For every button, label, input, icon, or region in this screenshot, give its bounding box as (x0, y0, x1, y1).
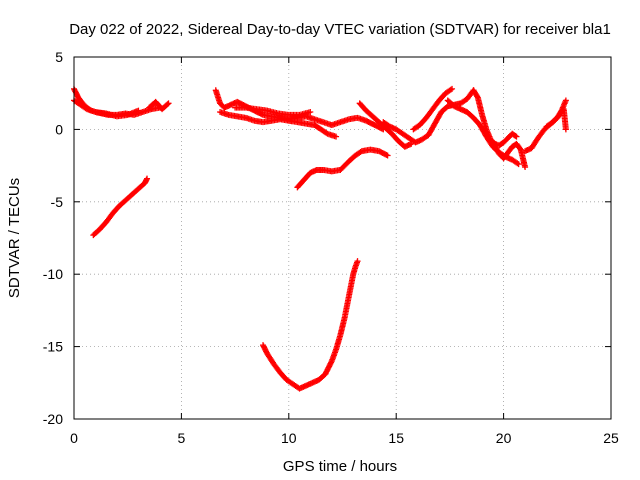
data-point (164, 101, 171, 108)
data-point (307, 109, 314, 116)
data-point (384, 152, 391, 159)
series-track-k (380, 87, 477, 146)
series-track-q (543, 106, 569, 133)
series-track-i (294, 146, 391, 191)
series-track-l (410, 85, 456, 133)
x-tick-label: 5 (178, 430, 186, 446)
data-point (562, 126, 569, 133)
data-point (333, 133, 340, 140)
plot-frame (73, 56, 612, 420)
x-tick-label: 25 (603, 430, 619, 446)
series-track-f (217, 109, 340, 140)
axes: 0 5 10 15 20 25 5 0 -5 -10 -15 -20 (43, 49, 619, 446)
y-tick-label: -15 (43, 339, 63, 355)
data-point (512, 132, 519, 139)
y-tick-label: 5 (55, 49, 63, 65)
y-tick-label: -10 (43, 266, 63, 282)
x-tick-label: 20 (496, 430, 512, 446)
data-point (449, 85, 456, 92)
series-track-b (71, 97, 142, 120)
data-point (515, 161, 522, 168)
data-point (144, 175, 151, 182)
y-tick-label: 0 (55, 121, 63, 137)
series-track-h (260, 258, 361, 392)
data-point (513, 133, 520, 140)
data-point (357, 148, 364, 155)
y-tick-label: -20 (43, 411, 63, 427)
series-track-d (90, 175, 151, 239)
data-point (474, 93, 481, 100)
data-point (447, 86, 454, 93)
x-tick-label: 10 (281, 430, 297, 446)
x-tick-label: 0 (70, 430, 78, 446)
series-track-g (232, 104, 314, 118)
data-point (165, 100, 172, 107)
y-axis-label: SDTVAR / TECUs (6, 178, 23, 298)
data-marks (71, 85, 569, 392)
series-track-n (470, 87, 520, 149)
data-point (135, 107, 142, 114)
data-point (514, 160, 521, 167)
y-tick-label: -5 (51, 194, 64, 210)
data-point (562, 97, 569, 104)
data-point (323, 129, 330, 136)
chart-title: Day 022 of 2022, Sidereal Day-to-day VTE… (69, 21, 611, 38)
data-point (522, 164, 529, 171)
x-tick-label: 15 (388, 430, 404, 446)
x-axis-label: GPS time / hours (283, 458, 397, 475)
series-track-o (492, 140, 529, 171)
series-track-c (146, 98, 172, 113)
data-point (354, 258, 361, 265)
